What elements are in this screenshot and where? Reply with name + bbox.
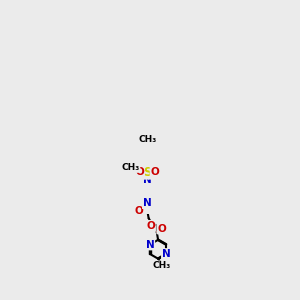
Text: N: N <box>143 175 152 185</box>
Text: O: O <box>157 224 166 233</box>
Text: CH₃: CH₃ <box>138 134 156 143</box>
Text: N: N <box>143 198 152 208</box>
Text: CH₃: CH₃ <box>152 261 170 270</box>
Text: CH₃: CH₃ <box>121 163 140 172</box>
Text: N: N <box>143 198 152 208</box>
Text: O: O <box>135 167 144 177</box>
Text: O: O <box>146 221 155 231</box>
Text: S: S <box>143 166 152 179</box>
Text: O: O <box>135 206 144 216</box>
Text: O: O <box>151 167 159 177</box>
Text: N: N <box>146 239 154 250</box>
Text: N: N <box>162 249 171 259</box>
